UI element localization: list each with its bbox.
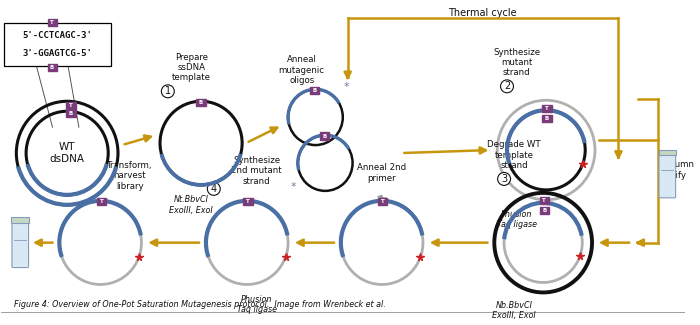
Text: Anneal
mutagenic
oligos: Anneal mutagenic oligos [279, 56, 325, 85]
Text: T: T [99, 199, 103, 204]
FancyBboxPatch shape [11, 217, 29, 223]
FancyBboxPatch shape [320, 133, 329, 140]
Text: B: B [322, 134, 326, 139]
FancyBboxPatch shape [659, 150, 676, 155]
Text: B: B [69, 111, 74, 116]
FancyBboxPatch shape [244, 198, 253, 205]
FancyBboxPatch shape [48, 19, 57, 26]
Text: *: * [344, 82, 349, 92]
Text: B: B [50, 65, 54, 70]
Text: 3'-GGAGTCG-5': 3'-GGAGTCG-5' [22, 49, 92, 58]
Text: Nt.BbvCI
ExoIII, ExoI: Nt.BbvCI ExoIII, ExoI [169, 195, 214, 215]
Text: Nb.BbvCI
ExoIII, ExoI: Nb.BbvCI ExoIII, ExoI [492, 301, 536, 320]
Text: Prepare
ssDNA
template: Prepare ssDNA template [172, 53, 211, 82]
Text: B: B [545, 116, 550, 121]
FancyBboxPatch shape [97, 198, 106, 205]
FancyBboxPatch shape [540, 197, 549, 204]
Text: T: T [50, 20, 54, 25]
Text: B: B [199, 100, 203, 105]
FancyBboxPatch shape [4, 23, 111, 66]
Text: Phusion
Taq ligase: Phusion Taq ligase [497, 210, 537, 229]
Text: 2: 2 [504, 81, 510, 91]
Text: Column
purify: Column purify [662, 160, 694, 180]
Text: Phusion
Taq ligase: Phusion Taq ligase [237, 295, 276, 314]
Text: Synthesize
mutant
strand: Synthesize mutant strand [494, 47, 540, 77]
Text: Transform,
harvest
library: Transform, harvest library [107, 161, 153, 191]
Text: 5'-CCTCAGC-3': 5'-CCTCAGC-3' [22, 31, 92, 40]
Text: T: T [542, 198, 546, 203]
FancyBboxPatch shape [12, 220, 29, 267]
FancyBboxPatch shape [378, 198, 388, 205]
Text: 3: 3 [501, 174, 507, 184]
Text: Synthesize
2nd mutant
strand: Synthesize 2nd mutant strand [232, 156, 282, 186]
FancyBboxPatch shape [310, 87, 319, 94]
Text: T: T [545, 106, 549, 111]
Text: T: T [69, 103, 73, 108]
Text: B: B [312, 88, 316, 93]
FancyBboxPatch shape [48, 64, 57, 71]
Text: 4: 4 [211, 184, 217, 194]
FancyBboxPatch shape [540, 207, 549, 214]
FancyBboxPatch shape [66, 102, 76, 109]
Text: T: T [381, 199, 385, 204]
Text: *: * [291, 182, 297, 192]
Text: Figure 4: Overview of One-Pot Saturation Mutagenesis protocol.  Image from Wrenb: Figure 4: Overview of One-Pot Saturation… [15, 300, 386, 309]
Text: B: B [542, 208, 546, 213]
FancyBboxPatch shape [197, 98, 206, 106]
FancyBboxPatch shape [659, 152, 676, 198]
Text: T: T [246, 199, 250, 204]
Text: WT
dsDNA: WT dsDNA [50, 142, 85, 164]
FancyBboxPatch shape [66, 110, 76, 117]
Text: 1: 1 [164, 86, 171, 96]
Text: Anneal 2nd
primer: Anneal 2nd primer [357, 163, 407, 183]
Text: Degrade WT
template
strand: Degrade WT template strand [487, 140, 540, 170]
Text: Thermal cycle: Thermal cycle [448, 8, 517, 18]
FancyBboxPatch shape [542, 105, 552, 112]
FancyBboxPatch shape [542, 114, 552, 122]
